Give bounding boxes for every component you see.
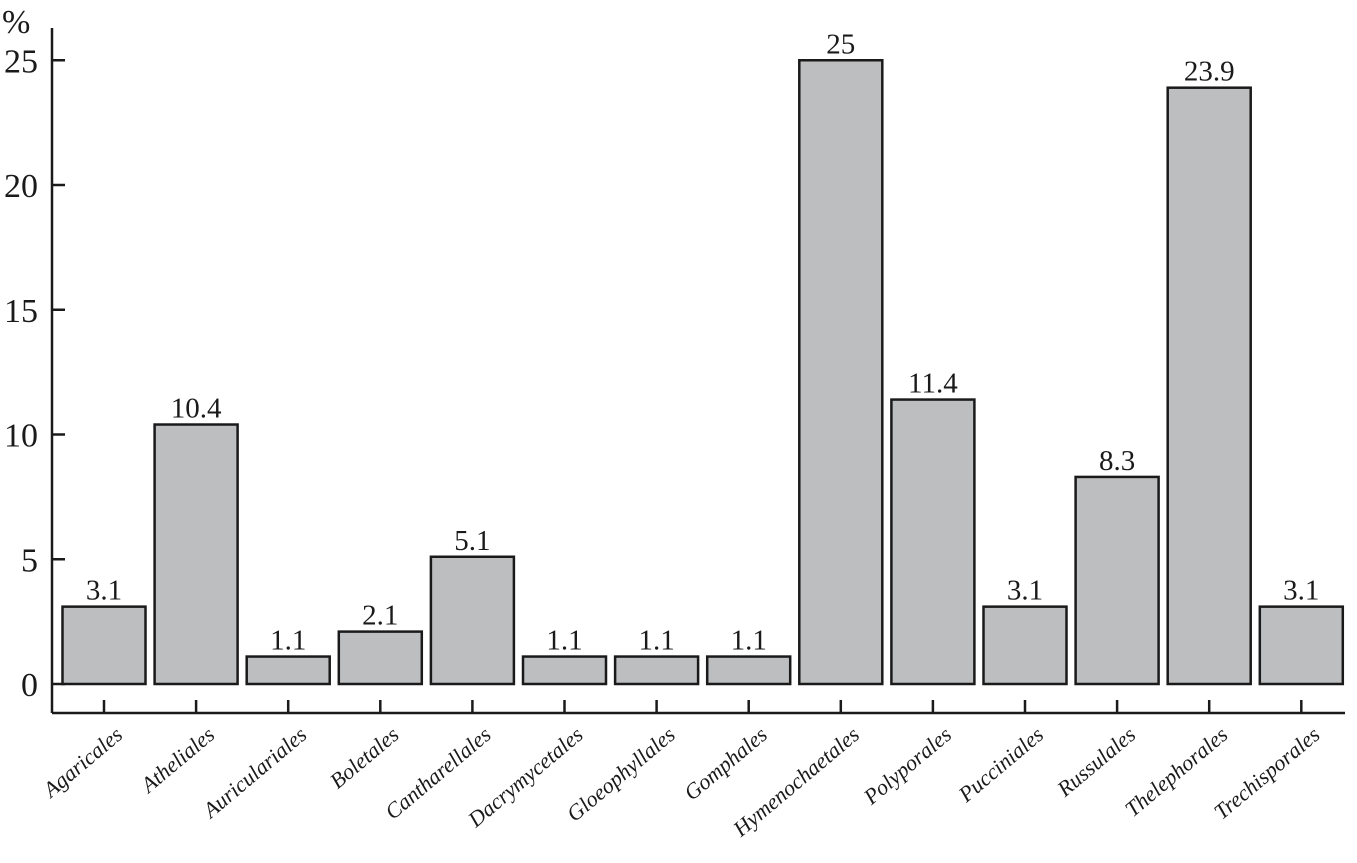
y-axis: 0 5 10 15 20 25 [4,28,65,713]
value-label: 25 [826,28,855,60]
bar-pucciniales [982,605,1068,686]
y-tick-label: 0 [21,667,38,704]
bar-cantharellales [429,555,516,686]
value-label: 5.1 [454,525,490,557]
bar-trechisporales [1258,605,1345,686]
x-tick-label: Atheliales [134,722,219,799]
bar-boletales [337,630,424,686]
bar-polyporales [890,398,976,686]
value-label: 3.1 [86,575,122,607]
bar-dacrymycetales [521,655,608,686]
y-axis-label: % [2,4,30,41]
value-label: 3.1 [1007,575,1043,607]
value-label: 1.1 [638,625,674,657]
bar-atheliales [153,423,239,686]
bars: 3.1 10.4 1.1 2.1 5.1 1.1 1.1 1.1 25 11.4 3.1 8.3 23.… [61,28,1345,686]
value-label: 1.1 [731,625,767,657]
x-tick-label: Pucciniales [953,722,1048,808]
value-label: 1.1 [546,625,582,657]
y-tick-label: 15 [4,293,38,330]
x-tick-label: Russulales [1051,722,1140,802]
bar-gomphales [705,655,792,686]
value-label: 11.4 [908,368,958,400]
value-label: 8.3 [1099,445,1135,477]
value-label: 2.1 [362,600,398,632]
bar-russulales [1074,475,1160,686]
value-label: 3.1 [1283,575,1319,607]
x-tick-label: Boletales [325,722,404,794]
value-label: 1.1 [270,625,306,657]
x-tick-label: Agaricales [37,722,128,804]
bar-agaricales [61,605,147,686]
y-tick-label: 5 [21,542,38,579]
bar-hymenochaetales [798,59,884,686]
y-tick-label: 20 [4,168,38,205]
value-label: 23.9 [1184,56,1235,88]
x-tick-label: Gomphales [679,722,772,806]
x-tick-label: Polyporales [858,722,956,810]
value-label: 10.4 [171,393,222,425]
y-tick-label: 25 [4,43,38,80]
bar-thelephorales [1166,86,1252,686]
y-tick-label: 10 [4,418,38,455]
bar-auriculariales [245,655,331,686]
bar-gloeophyllales [613,655,700,686]
